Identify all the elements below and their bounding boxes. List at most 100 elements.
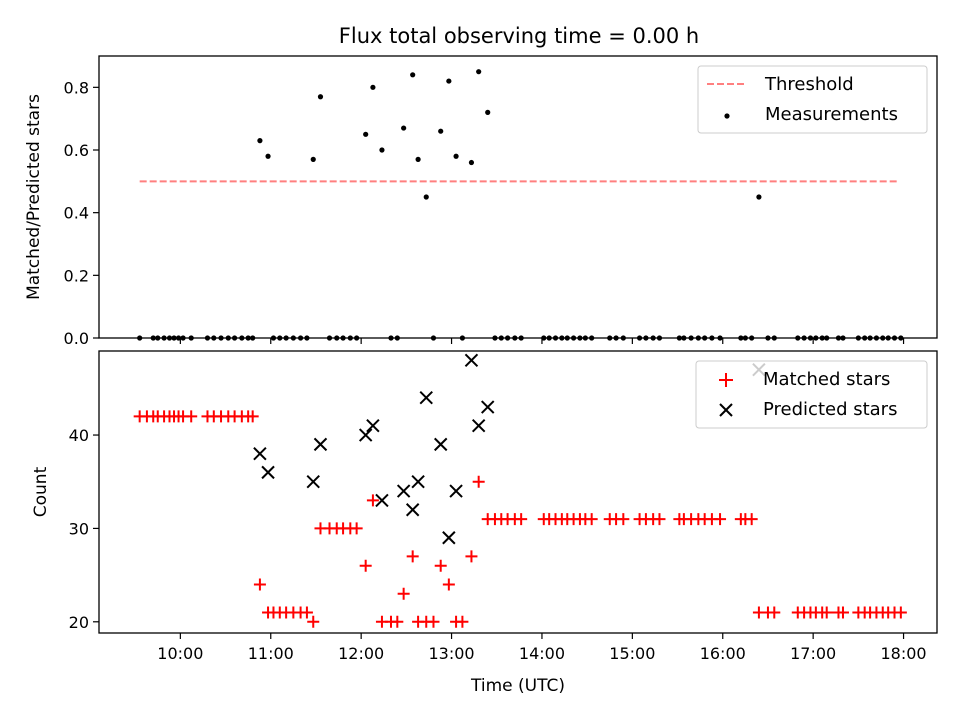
- measurement-point: [485, 109, 491, 115]
- matched-star-point: [820, 606, 833, 619]
- matched-star-point: [745, 513, 758, 526]
- count-legend-box: [695, 360, 928, 429]
- predicted-star-point: [253, 447, 267, 461]
- measurement-point: [401, 125, 407, 131]
- predicted-star-point: [434, 437, 448, 452]
- measurement-point: [257, 138, 263, 144]
- ratio-legend-box: [697, 65, 928, 134]
- ratio-plot-frame: [98, 55, 938, 339]
- matched-star-point: [406, 550, 419, 563]
- predicted-star-point: [449, 484, 463, 498]
- count-y-axis-label: Count: [31, 466, 51, 517]
- y-tick-label: 0.6: [64, 141, 89, 160]
- predicted-star-point: [464, 353, 479, 368]
- measurement-point: [363, 131, 369, 137]
- matched-star-point: [714, 513, 727, 526]
- predicted-star-point: [419, 390, 433, 405]
- predicted-star-point: [366, 418, 380, 433]
- measurement-point: [476, 69, 482, 75]
- measurement-point: [423, 194, 429, 200]
- predicted-star-point: [396, 484, 411, 498]
- x-tick-label: 14:00: [519, 644, 565, 663]
- matched-star-point: [456, 615, 469, 628]
- x-tick-label: 11:00: [248, 644, 294, 663]
- count-plot-frame: [98, 350, 938, 634]
- y-tick-label: 40: [69, 426, 89, 445]
- matched-star-point: [768, 606, 781, 619]
- y-tick-label: 0.2: [64, 266, 89, 285]
- matched-star-point: [246, 410, 259, 423]
- measurement-point: [415, 156, 421, 162]
- predicted-star-point: [261, 465, 275, 480]
- predicted-star-point: [405, 503, 420, 517]
- y-tick-label: 0.0: [64, 329, 89, 348]
- measurement-point: [756, 194, 762, 200]
- measurement-point: [379, 147, 385, 153]
- ratio-y-axis: 0.0 0.2 0.4 0.6 0.8: [64, 78, 99, 348]
- predicted-stars-legend-marker: [719, 403, 733, 417]
- measurement-point: [370, 84, 376, 90]
- measurement-point: [410, 72, 416, 78]
- x-tick-label: 13:00: [429, 644, 475, 663]
- measurement-point: [468, 159, 475, 166]
- matched-star-point: [366, 494, 379, 507]
- measurement-point: [317, 94, 324, 100]
- y-tick-label: 0.4: [64, 204, 89, 223]
- x-tick-label: 12:00: [338, 644, 384, 663]
- predicted-star-point: [481, 400, 495, 414]
- x-tick-label: 10:00: [157, 644, 203, 663]
- chart-title: Flux total observing time = 0.00 h: [339, 24, 699, 48]
- count-x-axis: 10:00 11:00 12:00 13:00 14:00 15:00 16:00 17:00…: [157, 633, 927, 663]
- matched-star-point: [300, 606, 313, 619]
- matched-star-point: [307, 615, 320, 628]
- threshold-legend-label: Threshold: [764, 74, 854, 95]
- ratio-x-ticks: [179, 338, 905, 344]
- matched-star-point: [434, 559, 447, 572]
- measurements-legend-marker: [724, 113, 730, 119]
- x-tick-label: 15:00: [609, 644, 655, 663]
- measurement-point: [446, 78, 452, 84]
- y-tick-label: 0.8: [64, 78, 89, 97]
- matched-star-point: [515, 513, 528, 526]
- measurement-point: [438, 128, 444, 134]
- matched-star-point: [836, 606, 849, 619]
- matched-star-point: [359, 559, 372, 572]
- predicted-stars-legend-label: Predicted stars: [763, 399, 897, 420]
- y-tick-label: 20: [69, 613, 89, 632]
- measurement-point: [265, 153, 271, 159]
- x-tick-label: 17:00: [790, 644, 836, 663]
- matched-star-point: [442, 578, 455, 591]
- matched-star-point: [185, 410, 198, 423]
- measurement-point: [310, 156, 316, 162]
- predicted-star-point: [375, 493, 389, 508]
- matched-star-point: [894, 606, 907, 619]
- matched-star-point: [350, 522, 363, 535]
- predicted-star-point: [306, 475, 320, 489]
- count-y-axis: 20 30 40: [69, 426, 99, 632]
- matched-stars-legend-label: Matched stars: [763, 369, 890, 390]
- count-legend: Matched stars Predicted stars: [695, 360, 928, 429]
- measurement-point: [453, 153, 459, 159]
- predicted-star-point: [313, 437, 328, 452]
- matched-star-point: [617, 513, 630, 526]
- matched-stars-legend-marker: [719, 373, 733, 387]
- matched-star-point: [427, 615, 440, 628]
- x-tick-label: 18:00: [880, 644, 926, 663]
- ratio-legend: Threshold Measurements: [697, 65, 928, 134]
- matched-star-point: [472, 475, 485, 488]
- measurements-legend-label: Measurements: [765, 104, 898, 125]
- count-panel: 20 30 40 10:00 11:00 12:00 13:00 14:00 15:00 16:…: [31, 350, 938, 696]
- matched-stars-layer: [133, 410, 907, 628]
- y-tick-label: 30: [69, 519, 89, 538]
- predicted-star-point: [471, 418, 486, 433]
- matched-star-point: [391, 615, 404, 628]
- x-tick-label: 16:00: [700, 644, 746, 663]
- ratio-y-axis-label: Matched/Predicted stars: [24, 94, 44, 300]
- matched-star-point: [585, 513, 598, 526]
- matched-star-point: [465, 550, 478, 563]
- matched-star-point: [397, 587, 410, 600]
- matched-star-point: [253, 578, 266, 591]
- ratio-panel: 0.00.20.40.60.8 Matched/Predicted stars …: [24, 55, 938, 348]
- x-axis-label: Time (UTC): [470, 676, 565, 696]
